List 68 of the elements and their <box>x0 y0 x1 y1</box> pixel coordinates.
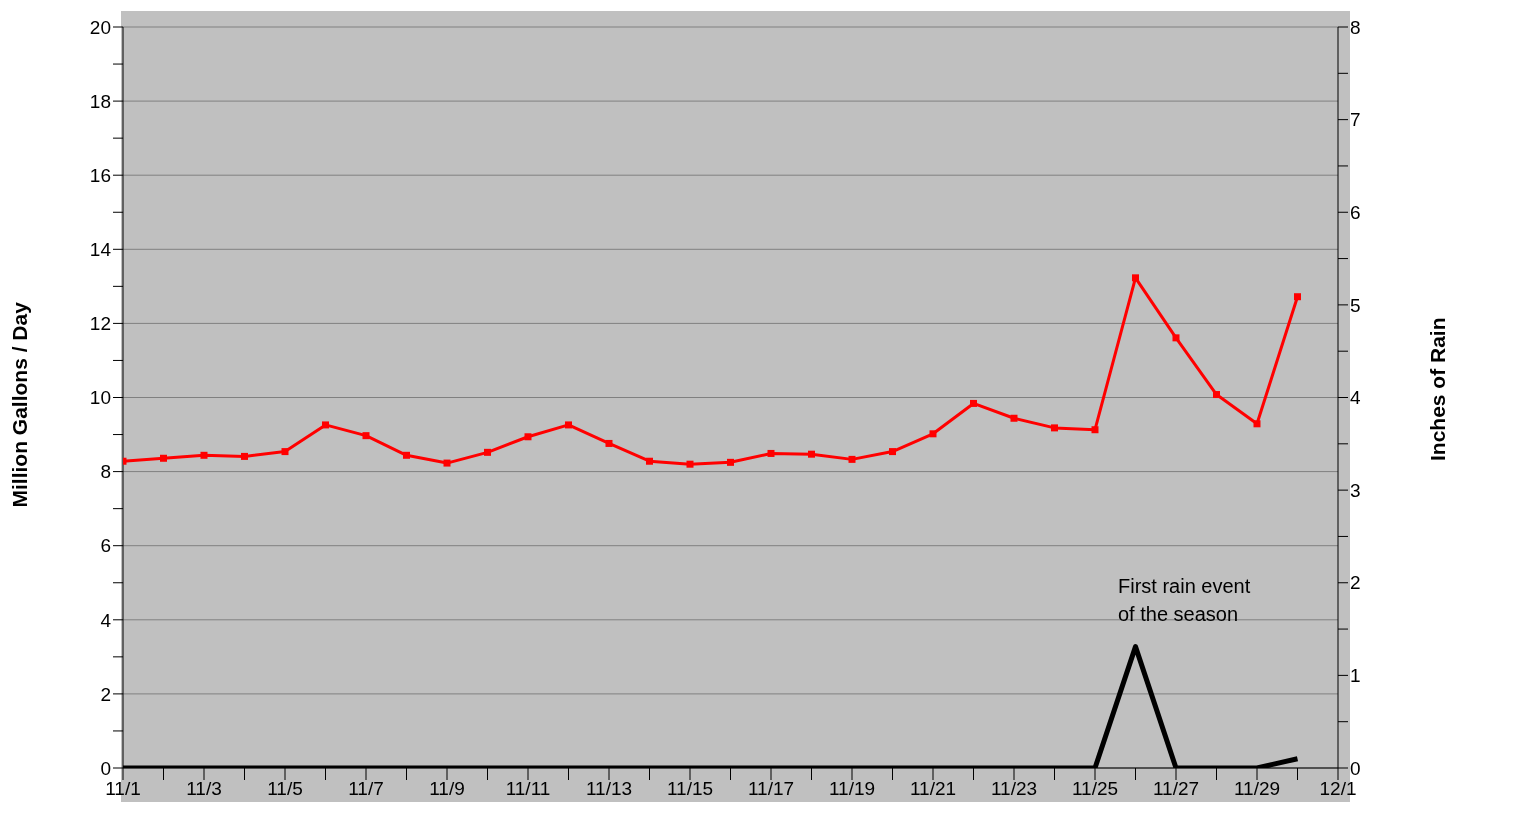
annotation: First rain event of the season <box>1118 574 1251 627</box>
point <box>403 451 410 459</box>
x-tick-label: 12/1 <box>1319 778 1357 800</box>
x-tick-label: 11/17 <box>747 778 795 800</box>
point <box>322 421 329 429</box>
y2-tick-label: 4 <box>1350 387 1361 409</box>
point <box>727 458 734 466</box>
y-tick-label: 18 <box>89 90 111 112</box>
y-tick-label: 16 <box>89 164 111 186</box>
y-tick-label: 10 <box>89 387 111 409</box>
point <box>1051 424 1058 432</box>
point <box>1091 426 1099 434</box>
point <box>929 430 937 438</box>
x-tick-label: 11/1 <box>105 778 141 800</box>
x-tick-label: 11/27 <box>1152 778 1200 800</box>
point <box>200 451 208 459</box>
point <box>767 449 775 457</box>
x-tick-label: 11/25 <box>1071 778 1119 800</box>
y-tick-label: 20 <box>89 16 111 38</box>
y2-tick-label: 7 <box>1350 109 1361 131</box>
point <box>889 448 896 456</box>
y2-tick-label: 0 <box>1350 757 1361 779</box>
x-tick-label: 11/5 <box>267 778 303 800</box>
y2-tick-label: 3 <box>1350 479 1361 501</box>
x-tick-label: 11/9 <box>429 778 465 800</box>
point <box>160 454 167 462</box>
x-tick-label: 11/11 <box>505 778 551 800</box>
y-tick-label: 14 <box>89 239 112 261</box>
point <box>565 421 572 429</box>
point <box>1010 414 1018 422</box>
point <box>281 448 289 456</box>
y2-tick-label: 2 <box>1350 572 1361 594</box>
y-tick-label: 8 <box>100 461 111 483</box>
point <box>241 452 248 460</box>
y2-tick-label: 6 <box>1350 201 1361 223</box>
y2-tick-label: 1 <box>1350 665 1361 687</box>
point <box>524 433 532 441</box>
y2-tick-label: 5 <box>1350 294 1361 316</box>
point <box>686 460 694 468</box>
x-tick-label: 11/3 <box>186 778 222 800</box>
y-tick-label: 12 <box>89 313 111 335</box>
x-tick-label: 11/13 <box>585 778 633 800</box>
point <box>484 448 491 456</box>
x-tick-label: 11/23 <box>990 778 1038 800</box>
point <box>362 432 370 440</box>
x-tick-label: 11/21 <box>909 778 957 800</box>
x-tick-label: 11/7 <box>348 778 384 800</box>
y-tick-label: 6 <box>100 535 111 557</box>
point <box>443 459 451 467</box>
y-tick-label: 4 <box>100 609 112 631</box>
y-tick-label: 0 <box>100 757 111 779</box>
x-tick-label: 11/19 <box>828 778 876 800</box>
x-tick-label: 11/15 <box>666 778 714 800</box>
point <box>605 439 613 447</box>
point <box>848 455 856 463</box>
point <box>808 450 815 458</box>
point <box>1253 420 1261 428</box>
x-tick-label: 11/29 <box>1233 778 1281 800</box>
point <box>1132 274 1139 282</box>
y2-axis-title: Inches of Rain <box>1426 317 1450 462</box>
y-tick-label: 2 <box>100 683 111 705</box>
point <box>970 399 977 407</box>
point <box>646 457 653 465</box>
point <box>1213 391 1220 399</box>
point <box>1172 334 1180 342</box>
y-axis-title: Million Gallons / Day <box>8 301 32 508</box>
y2-tick-label: 8 <box>1350 16 1361 38</box>
point <box>1294 293 1301 301</box>
